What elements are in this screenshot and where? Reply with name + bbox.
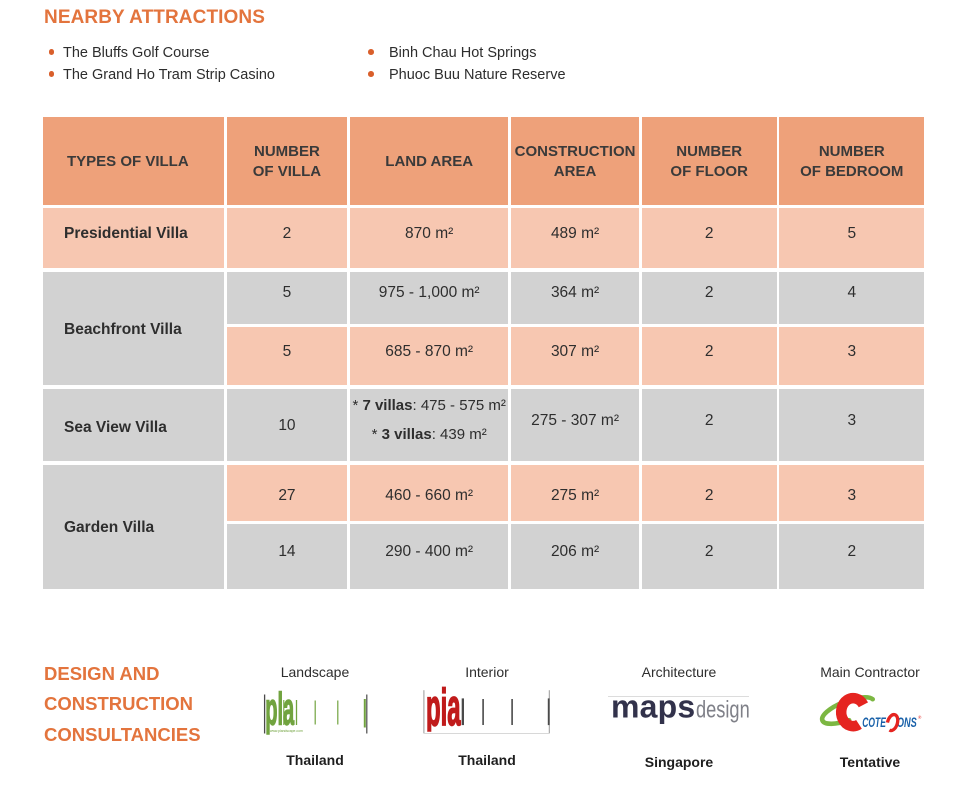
svg-text:maps: maps [611,689,695,725]
svg-text:design: design [696,696,750,723]
svg-text:pia: pia [426,685,461,737]
svg-text:ONS: ONS [897,717,917,731]
svg-text:www.plandscape.com: www.plandscape.com [270,729,303,733]
svg-text:COTE: COTE [862,716,886,730]
svg-text:®: ® [918,714,922,720]
svg-text:pla: pla [265,688,294,735]
